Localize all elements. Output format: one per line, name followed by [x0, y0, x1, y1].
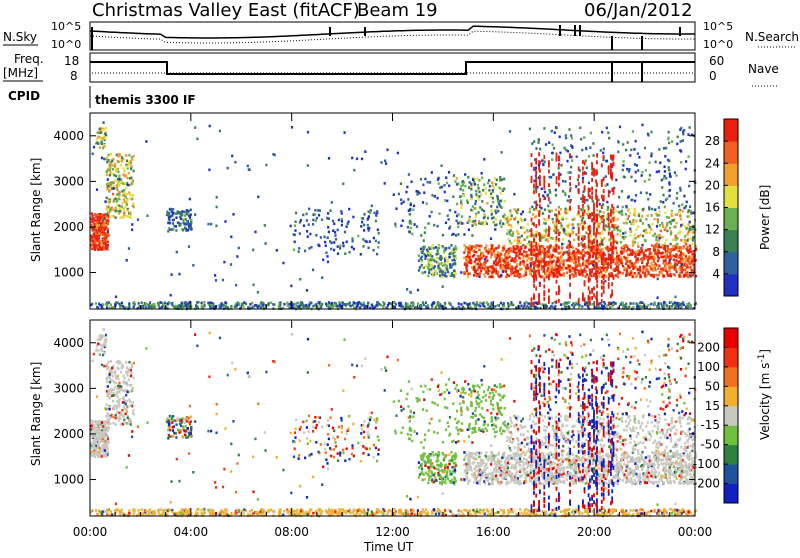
cpid-value: themis 3300 IF [95, 93, 196, 107]
nsearch-label: N.Search [745, 30, 799, 44]
colorbar-segment [724, 347, 738, 367]
colorbar-segment [724, 484, 738, 504]
colorbar-segment [724, 141, 738, 164]
nsky-tick-bottom: 10^0 [51, 38, 81, 51]
y-tick-label: 3000 [53, 381, 84, 395]
velocity-colorbar-label: Velocity [m s-1] [757, 349, 772, 440]
colorbar-segment [724, 367, 738, 387]
y-tick-label: 1000 [53, 266, 84, 280]
power-colorbar: 28 24 20 16 12 8 4 [705, 119, 738, 297]
nsky-label: N.Sky [3, 30, 37, 44]
velocity-scatter [90, 328, 697, 517]
colorbar-tick-label: 24 [705, 156, 720, 170]
colorbar-tick-label: -50 [700, 438, 720, 452]
colorbar-segment [724, 185, 738, 208]
colorbar-segment [724, 445, 738, 465]
colorbar-tick-label: 200 [697, 340, 720, 354]
freq-unit-label: [MHz] [3, 66, 38, 80]
y-tick-label: 1000 [53, 473, 84, 487]
y-tick-label: 2000 [53, 427, 84, 441]
freq-series [90, 62, 695, 74]
velocity-colorbar: 200 100 50 15 -15 -50 -100 -200 [693, 328, 738, 504]
x-tick-label: 00:00 [678, 525, 713, 539]
nsearch-tick-bottom: 10^0 [703, 38, 733, 51]
colorbar-segment [724, 328, 738, 348]
freq-label: Freq. [14, 52, 44, 66]
nsky-tick-top: 10^5 [51, 20, 81, 33]
power-scatter [90, 121, 697, 310]
colorbar-segment [724, 274, 738, 297]
colorbar-tick-label: 28 [705, 134, 720, 148]
nave-tick-top: 60 [709, 54, 724, 68]
colorbar-tick-label: 20 [705, 178, 720, 192]
colorbar-tick-label: -100 [693, 457, 720, 471]
power-colorbar-label: Power [dB] [758, 185, 772, 250]
freq-panel-frame [90, 53, 695, 82]
colorbar-segment [724, 252, 738, 275]
colorbar-segment [724, 425, 738, 445]
colorbar-tick-label: -15 [700, 418, 720, 432]
colorbar-segment [724, 163, 738, 186]
colorbar-tick-label: 16 [705, 201, 720, 215]
x-tick-label: 12:00 [375, 525, 410, 539]
nave-label: Nave [748, 62, 779, 76]
cpid-label: CPID [8, 89, 40, 103]
x-tick-label: 16:00 [476, 525, 511, 539]
station-title: Christmas Valley East (fitACF) [92, 0, 360, 21]
y-tick-label: 2000 [53, 220, 84, 234]
y-tick-label: 3000 [53, 174, 84, 188]
x-tick-label: 04:00 [174, 525, 209, 539]
colorbar-tick-label: 12 [705, 223, 720, 237]
colorbar-segment [724, 386, 738, 406]
y-tick-label: 4000 [53, 129, 84, 143]
freq-tick-bottom: 8 [70, 69, 78, 83]
power-y-axis-label: Slant Range [km] [29, 158, 43, 262]
colorbar-tick-label: -200 [693, 477, 720, 491]
colorbar-tick-label: 4 [712, 267, 720, 281]
date-title: 06/Jan/2012 [584, 0, 693, 21]
colorbar-tick-label: 100 [697, 360, 720, 374]
nave-tick-bottom: 0 [709, 69, 717, 83]
x-axis-label: Time UT [363, 540, 414, 554]
freq-tick-top: 18 [64, 54, 79, 68]
colorbar-tick-label: 15 [705, 399, 720, 413]
x-tick-label: 08:00 [274, 525, 309, 539]
x-tick-label: 20:00 [577, 525, 612, 539]
y-tick-label: 4000 [53, 336, 84, 350]
colorbar-segment [724, 406, 738, 426]
colorbar-segment [724, 208, 738, 231]
x-tick-label: 00:00 [73, 525, 108, 539]
nsearch-tick-top: 10^5 [703, 20, 733, 33]
beam-title: Beam 19 [357, 0, 438, 21]
colorbar-segment [724, 119, 738, 142]
velocity-y-axis-label: Slant Range [km] [29, 362, 43, 466]
colorbar-tick-label: 50 [705, 379, 720, 393]
colorbar-segment [724, 464, 738, 484]
colorbar-tick-label: 8 [712, 245, 720, 259]
colorbar-segment [724, 230, 738, 253]
